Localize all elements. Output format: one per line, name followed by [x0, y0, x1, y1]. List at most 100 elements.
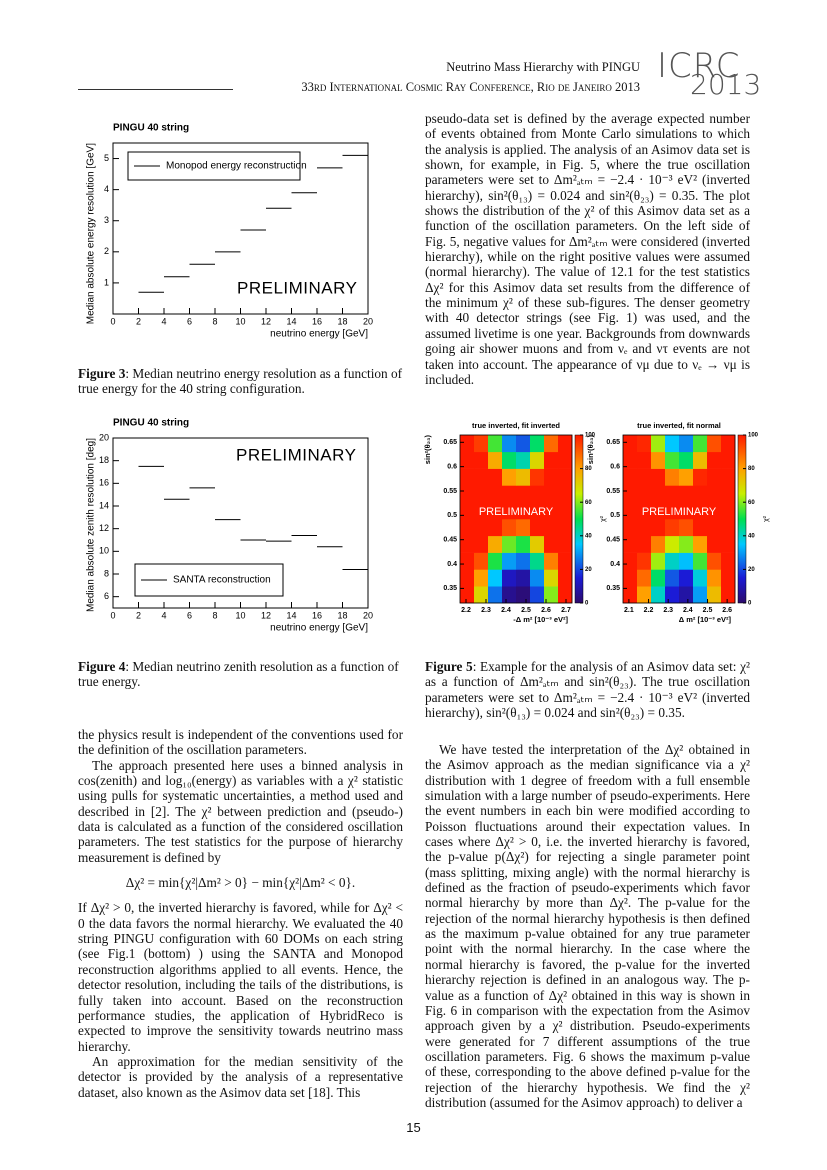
heatmap-cell — [460, 435, 475, 453]
conference-line: 33rd International Cosmic Ray Conference… — [301, 80, 640, 94]
heatmap-cell — [637, 502, 652, 520]
x-tick-label: 2.3 — [481, 607, 491, 614]
y-tick-label: 5 — [104, 153, 109, 163]
y-tick-label: 12 — [99, 523, 109, 533]
y-axis-label: sin²(θ₂₃) — [423, 435, 432, 465]
caption-label: Figure 5 — [425, 659, 473, 674]
caption-label: Figure 4 — [78, 659, 126, 674]
column: We have tested the interpretation of the… — [425, 742, 750, 1110]
heatmap-cell — [693, 451, 708, 469]
colorbar-tick-label: 20 — [585, 567, 592, 573]
heatmap-cell — [544, 519, 559, 537]
heatmap-cell — [623, 586, 638, 604]
heatmap-cell — [679, 435, 694, 453]
colorbar-tick-label: 0 — [748, 601, 752, 607]
x-tick-label: 2.2 — [461, 607, 471, 614]
legend-label: SANTA reconstruction — [173, 575, 271, 586]
paragraph: If Δχ² > 0, the inverted hierarchy is fa… — [78, 900, 403, 1054]
heatmap-cell — [665, 451, 680, 469]
heatmap-cell — [651, 435, 666, 453]
heatmap-cell — [544, 485, 559, 503]
heatmap-cell — [516, 435, 531, 453]
heatmap-cell — [516, 502, 531, 520]
chart-title: PINGU 40 string — [113, 123, 189, 134]
x-tick-label: 18 — [337, 316, 347, 326]
y-tick-label: 8 — [104, 568, 109, 578]
y-tick-label: 0.65 — [606, 439, 620, 446]
heatmap-cell — [679, 569, 694, 587]
heatmap-cell — [665, 569, 680, 587]
heatmap-cell — [665, 535, 680, 553]
colorbar-tick-label: 60 — [585, 500, 592, 506]
heatmap-cell — [488, 569, 503, 587]
heatmap-cell — [488, 519, 503, 537]
heatmap-cell — [502, 586, 517, 604]
heatmap-cell — [693, 485, 708, 503]
column: the physics result is independent of the… — [78, 727, 403, 1100]
heatmap-cell — [707, 569, 722, 587]
heatmap-cell — [530, 485, 545, 503]
y-tick-label: 0.55 — [606, 488, 620, 495]
heatmap-cell — [530, 468, 545, 486]
heatmap-cell — [558, 552, 573, 570]
y-tick-label: 3 — [104, 215, 109, 225]
y-axis-label: Median absolute zenith resolution [deg] — [86, 438, 97, 612]
heatmap-cell — [558, 569, 573, 587]
heatmap-cell — [502, 451, 517, 469]
caption-text: : Median neutrino zenith resolution as a… — [78, 659, 399, 690]
x-axis-label: -Δ m² [10⁻³ eV²] — [513, 615, 568, 624]
y-tick-label: 18 — [99, 455, 109, 465]
heatmap-cell — [558, 485, 573, 503]
running-title: Neutrino Mass Hierarchy with PINGU — [446, 60, 640, 74]
heatmap-cell — [679, 451, 694, 469]
heatmap-cell — [474, 519, 489, 537]
heatmap-cell — [623, 535, 638, 553]
heatmap-cell — [488, 586, 503, 604]
x-tick-label: 8 — [212, 316, 217, 326]
header-rule — [78, 89, 233, 90]
heatmap-cell — [474, 552, 489, 570]
heatmap-cell — [530, 519, 545, 537]
y-tick-label: 0.65 — [443, 439, 457, 446]
heatmap-cell — [474, 451, 489, 469]
heatmap-cell — [460, 569, 475, 587]
heatmap-cell — [721, 502, 736, 520]
y-axis-label: sin²(θ₂₃) — [586, 435, 595, 465]
heatmap-cell — [516, 569, 531, 587]
heatmap-cell — [544, 535, 559, 553]
heatmap-cell — [707, 586, 722, 604]
heatmap-cell — [623, 552, 638, 570]
y-tick-label: 0.6 — [447, 463, 457, 470]
heatmap-cell — [651, 552, 666, 570]
colorbar — [574, 434, 584, 604]
heatmap-cell — [544, 569, 559, 587]
heatmap-cell — [679, 519, 694, 537]
x-tick-label: 14 — [286, 610, 296, 620]
y-tick-label: 20 — [99, 432, 109, 442]
x-tick-label: 0 — [110, 610, 115, 620]
x-tick-label: 2.5 — [521, 607, 531, 614]
heatmap-cell — [544, 435, 559, 453]
heatmap-cell — [623, 451, 638, 469]
annotation: PRELIMINARY — [236, 445, 356, 464]
x-tick-label: 4 — [161, 610, 166, 620]
x-tick-label: 0 — [110, 316, 115, 326]
heatmap-cell — [623, 502, 638, 520]
heatmap-cell — [693, 519, 708, 537]
heatmap-cell — [707, 451, 722, 469]
x-tick-label: 12 — [261, 610, 271, 620]
y-tick-label: 16 — [99, 478, 109, 488]
heatmap-cell — [558, 451, 573, 469]
caption: Figure 5: Example for the analysis of an… — [425, 659, 750, 720]
heatmap-cell — [516, 552, 531, 570]
heatmap-cell — [558, 586, 573, 604]
y-tick-label: 0.4 — [447, 561, 457, 568]
y-tick-label: 0.4 — [610, 561, 620, 568]
paragraph: We have tested the interpretation of the… — [425, 742, 750, 1110]
y-axis-label: Median absolute energy resolution [GeV] — [86, 143, 97, 324]
caption: Figure 3: Median neutrino energy resolut… — [78, 366, 403, 397]
heatmap-cell — [502, 569, 517, 587]
caption: Figure 4: Median neutrino zenith resolut… — [78, 659, 403, 690]
y-tick-label: 0.5 — [447, 512, 457, 519]
